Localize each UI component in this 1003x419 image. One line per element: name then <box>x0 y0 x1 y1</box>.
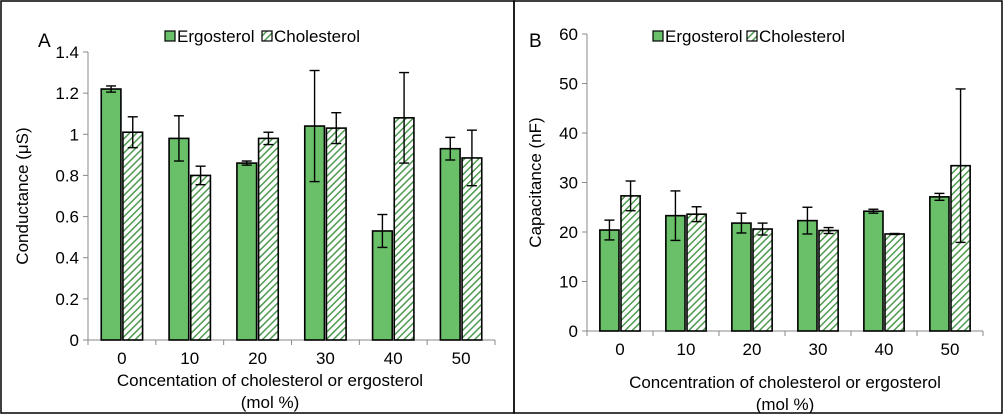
legend-swatch-ergosterol <box>652 30 664 42</box>
y-tick-label: 50 <box>559 75 578 94</box>
cholesterol-bar <box>189 174 212 341</box>
cholesterol-bar <box>686 213 707 332</box>
legend-label-cholesterol: Cholesterol <box>274 27 360 46</box>
panel-a: A 0 0.2 0.4 0.6 0.8 1 1.2 1.4 Conductance (μS) 0 10… <box>13 27 496 412</box>
y-tick-label: 1.2 <box>55 84 79 103</box>
ergosterol-bar <box>599 229 620 332</box>
y-tick-label: 0.6 <box>55 208 79 227</box>
y-tick-label: 0.2 <box>55 290 79 309</box>
x-tick-label: 30 <box>316 349 335 368</box>
x-tick-label: 10 <box>180 349 199 368</box>
ergosterol-bar <box>168 137 190 341</box>
panel-label: B <box>529 31 542 52</box>
cholesterol-bar <box>325 127 347 341</box>
cholesterol-bar <box>752 228 773 332</box>
y-tick-label: 10 <box>559 273 578 292</box>
y-tick-label: 0 <box>569 322 578 341</box>
y-tick-label: 60 <box>559 25 578 44</box>
panel-b: B 0 10 20 30 40 50 60 Capacitance (nF) 0 10 20 30 40 5… <box>526 25 984 414</box>
legend-swatch-cholesterol <box>261 30 273 42</box>
y-axis-title: Conductance (μS) <box>13 127 32 264</box>
x-tick-label: 10 <box>677 340 696 359</box>
x-tick-label: 20 <box>743 340 762 359</box>
y-tick-label: 20 <box>559 223 578 242</box>
x-tick-label: 50 <box>452 349 471 368</box>
cholesterol-bar <box>122 131 144 341</box>
x-tick-label: 40 <box>875 340 894 359</box>
x-tick-label: 0 <box>615 340 624 359</box>
x-axis-title-line2: (mol %) <box>241 393 300 412</box>
x-tick-label: 0 <box>117 349 126 368</box>
y-tick-label: 40 <box>559 124 578 143</box>
y-tick-label: 0 <box>70 331 79 350</box>
legend-swatch-ergosterol <box>164 30 176 42</box>
legend-label-cholesterol: Cholesterol <box>759 27 845 46</box>
ergosterol-bar <box>863 210 884 332</box>
x-axis-title: Concentation of cholesterol or ergostero… <box>117 371 423 390</box>
y-tick-label: 0.8 <box>55 166 79 185</box>
y-axis-title: Capacitance (nF) <box>526 117 545 247</box>
cholesterol-bar <box>620 195 641 332</box>
y-tick-label: 1 <box>70 125 79 144</box>
x-axis-title-line2: (mol %) <box>756 395 815 414</box>
ergosterol-bar <box>731 222 752 332</box>
legend-swatch-cholesterol <box>746 30 758 42</box>
legend-label-ergosterol: Ergosterol <box>665 27 742 46</box>
y-tick-label: 0.4 <box>55 249 79 268</box>
legend-label-ergosterol: Ergosterol <box>177 27 254 46</box>
panel-label: A <box>38 31 51 52</box>
cholesterol-bar <box>257 137 280 341</box>
ergosterol-bar <box>929 196 950 332</box>
x-tick-label: 40 <box>384 349 403 368</box>
ergosterol-bar <box>439 147 461 341</box>
panel-b-frame <box>513 0 1003 414</box>
ergosterol-bar <box>236 162 258 341</box>
ergosterol-bar <box>100 88 122 341</box>
cholesterol-bar <box>884 233 905 332</box>
cholesterol-bar <box>818 229 839 332</box>
y-tick-label: 1.4 <box>55 43 79 62</box>
x-tick-label: 20 <box>248 349 267 368</box>
x-axis-title: Concentration of cholesterol or ergoster… <box>629 373 941 392</box>
ergosterol-bar <box>797 219 818 332</box>
x-tick-label: 30 <box>809 340 828 359</box>
x-tick-label: 50 <box>941 340 960 359</box>
y-tick-label: 30 <box>559 174 578 193</box>
